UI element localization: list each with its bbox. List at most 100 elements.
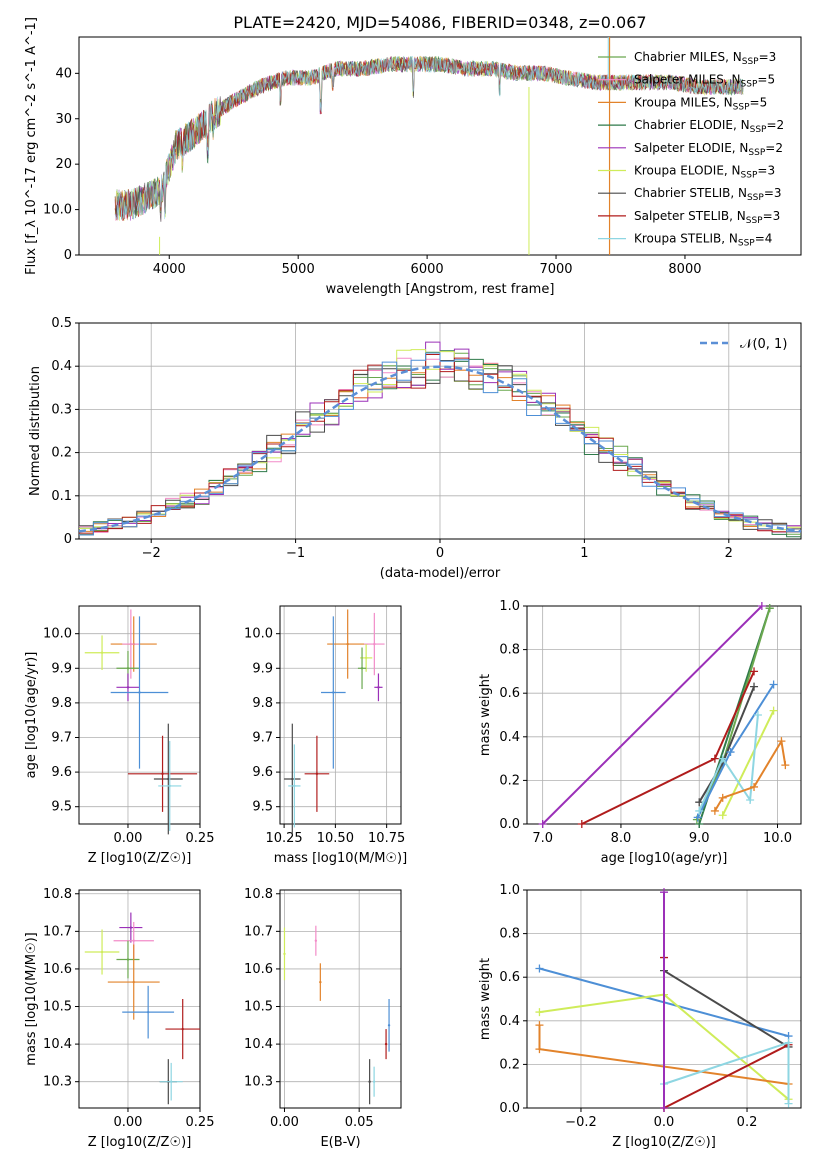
data-point	[315, 772, 319, 776]
legend-sub: SSP	[733, 102, 750, 112]
data-point	[132, 980, 135, 984]
series-line	[663, 1041, 790, 1104]
plot-layer: 4000 5000 6000 7000 8000010.0203040wavelengt…	[24, 17, 802, 1150]
y-tick-label: 10.6	[43, 962, 72, 977]
normal-curve	[78, 365, 802, 533]
data-point	[373, 642, 376, 646]
x-tick-label: 0.2	[737, 1115, 758, 1130]
data-point	[346, 642, 349, 646]
data-point	[181, 1027, 184, 1031]
x-tick-label: 0.00	[113, 1115, 142, 1130]
panel-mass_vs_Z: 0.00 0.25 10.3 10.4 10.5 10.6 10.7 10.8 Z [log10…	[24, 887, 214, 1150]
x-tick-label: 10.50	[317, 831, 354, 846]
series-marker	[750, 682, 759, 691]
legend-entry: Kroupa STELIB, NSSP=4	[634, 232, 772, 249]
series-marker	[710, 806, 719, 815]
y-tick-label: 0.2	[499, 1057, 520, 1072]
y-tick-label: 0.3	[51, 402, 72, 417]
x-axis-label: Z [log10(Z/Z☉)]	[612, 1135, 716, 1150]
series-marker	[757, 602, 766, 610]
y-axis-label: mass [log10(M/M☉)]	[24, 932, 39, 1065]
y-tick-label: 0.8	[499, 927, 520, 942]
y-tick-label: 9.5	[252, 800, 273, 815]
legend-suffix: =4	[755, 232, 773, 246]
series-marker	[535, 1021, 544, 1030]
data-point	[126, 686, 130, 689]
data-point	[387, 1024, 391, 1027]
legend-suffix: =2	[765, 141, 783, 155]
legend-sub: SSP	[741, 171, 758, 181]
y-axis-label: mass weight	[478, 674, 493, 756]
y-tick-label: 10.7	[244, 924, 273, 939]
x-tick-label: 0.25	[186, 1115, 215, 1130]
axes-frame	[78, 605, 201, 825]
axes-frame	[78, 322, 802, 540]
y-tick-label: 20	[55, 157, 72, 172]
legend-sub: SSP	[746, 216, 763, 226]
data-point	[146, 1010, 150, 1014]
panel-spectrum: 4000 5000 6000 7000 8000 0 10.0 20 30 40 wavelengt…	[24, 17, 802, 297]
legend-sub: SSP	[741, 80, 758, 90]
series-marker	[660, 888, 668, 897]
y-tick-label: 0	[64, 532, 72, 547]
legend-suffix: =3	[763, 209, 781, 223]
series-marker	[718, 811, 727, 820]
y-axis-label: age [log10(age/yr)]	[24, 652, 39, 779]
series-marker	[769, 706, 778, 715]
data-point	[129, 642, 133, 646]
y-tick-label: 0.6	[499, 970, 520, 985]
data-point	[319, 980, 322, 984]
y-tick-label: 9.9	[252, 661, 273, 676]
figure-title: PLATE=2420, MJD=54086, FIBERID=0348, z=0…	[233, 13, 646, 32]
data-point	[384, 1042, 388, 1046]
x-tick-label: 0.00	[270, 1115, 299, 1130]
legend-entry: Kroupa MILES, NSSP=5	[634, 95, 767, 112]
series-marker	[784, 1038, 793, 1047]
legend-suffix: =3	[759, 50, 777, 64]
spectrum-line	[114, 55, 744, 220]
panel-weight_vs_age: 7.0 8.0 9.0 10.0 0.0 0.2 0.4 0.6 0.8 1.0 age [log1…	[478, 599, 802, 866]
x-tick-label: 7000	[539, 262, 572, 277]
y-tick-label: 10.8	[43, 887, 72, 902]
data-point	[332, 691, 335, 694]
x-axis-label: Z [log10(Z/Z☉)]	[88, 1135, 192, 1150]
series-marker	[577, 820, 586, 828]
data-point	[126, 667, 130, 670]
x-tick-label: −2	[142, 546, 161, 561]
data-point	[129, 926, 133, 929]
y-tick-label: 9.5	[51, 800, 72, 815]
x-axis-label: (data-model)/error	[380, 566, 501, 581]
y-tick-label: 0.8	[499, 643, 520, 658]
panel-age_vs_Z: 0.00 0.25 9.5 9.6 9.7 9.8 9.9 10.0 Z [log10(Z/Z☉…	[24, 605, 215, 866]
y-axis-label: Normed distribution	[28, 366, 43, 496]
series-marker	[535, 964, 544, 973]
x-axis-label: mass [log10(M/M☉)]	[274, 851, 407, 866]
y-tick-label: 0.4	[51, 359, 72, 374]
x-tick-label: −1	[286, 546, 305, 561]
y-tick-label: 0.0	[499, 1101, 520, 1116]
series-marker	[781, 761, 790, 770]
series-marker	[750, 782, 759, 791]
axes-frame	[279, 889, 402, 1109]
x-tick-label: 2	[725, 546, 733, 561]
axes-frame	[78, 36, 802, 256]
y-tick-label: 10.3	[43, 1075, 72, 1090]
data-point	[293, 784, 296, 788]
data-point	[100, 950, 104, 954]
x-tick-label: 8.0	[611, 831, 632, 846]
axes-frame	[526, 605, 802, 825]
y-tick-label: 9.8	[51, 696, 72, 711]
series-marker	[710, 754, 719, 763]
legend-entry: Salpeter MILES, NSSP=5	[634, 73, 775, 90]
x-axis-label: E(B-V)	[320, 1135, 360, 1150]
x-tick-label: 0.25	[186, 831, 215, 846]
legend-sub: SSP	[748, 148, 765, 158]
legend-entry: Chabrier STELIB, NSSP=3	[634, 186, 782, 203]
data-point	[168, 784, 171, 788]
series-marker	[535, 1045, 544, 1054]
y-tick-label: 10.3	[244, 1075, 273, 1090]
y-tick-label: 30	[55, 112, 72, 127]
series-line	[698, 686, 755, 803]
y-tick-label: 0.1	[51, 489, 72, 504]
data-point	[167, 777, 170, 781]
